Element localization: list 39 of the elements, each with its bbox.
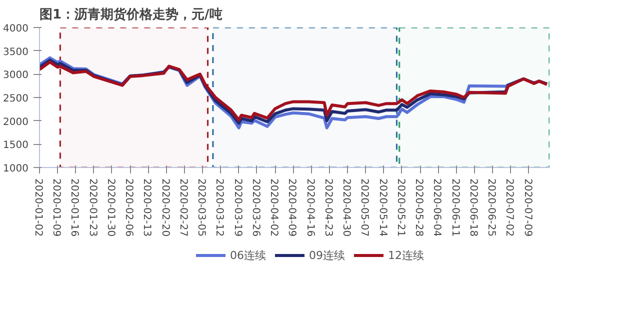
legend-label: 06连续: [230, 248, 266, 262]
x-tick-label: 2020-01-02: [32, 178, 44, 237]
y-tick-label: 2500: [3, 94, 29, 104]
x-tick-label: 2020-01-16: [68, 178, 80, 237]
x-tick-label: 2020-05-07: [358, 178, 370, 237]
x-tick-label: 2020-07-02: [504, 178, 515, 237]
y-tick-label: 1000: [3, 164, 29, 174]
y-tick-label: 2000: [3, 116, 29, 128]
x-tick-label: 2020-05-14: [376, 178, 388, 237]
x-tick-label: 2020-02-13: [141, 178, 152, 237]
x-tick-label: 2020-04-30: [340, 178, 352, 237]
x-tick-label: 2020-02-20: [159, 178, 170, 237]
x-tick-label: 2020-01-30: [104, 178, 116, 237]
x-tick-label: 2020-06-18: [467, 178, 478, 237]
legend-label: 12连续: [388, 248, 424, 262]
legend-label: 09连续: [309, 248, 345, 262]
x-tick-label: 2020-03-12: [214, 178, 225, 237]
x-tick-label: 2020-05-21: [394, 178, 406, 237]
x-tick-label: 2020-02-27: [177, 178, 188, 237]
x-tick-label: 2020-04-16: [304, 178, 316, 237]
x-tick-label: 2020-03-19: [232, 178, 243, 237]
y-tick-label: 1500: [3, 140, 29, 152]
x-tick-label: 2020-06-04: [431, 178, 442, 237]
x-tick-label: 2020-01-09: [50, 178, 62, 237]
x-tick-label: 2020-01-23: [86, 178, 98, 237]
x-tick-label: 2020-03-26: [250, 178, 261, 237]
y-tick-label: 4000: [3, 24, 29, 34]
x-tick-label: 2020-04-23: [322, 178, 334, 237]
x-tick-label: 2020-05-28: [413, 178, 424, 237]
y-tick-label: 3000: [3, 70, 29, 82]
x-tick-label: 2020-03-05: [196, 178, 207, 237]
x-tick-label: 2020-06-25: [486, 178, 497, 237]
x-tick-label: 2020-06-11: [449, 178, 460, 237]
x-tick-label: 2020-04-02: [268, 178, 280, 237]
chart-title: 图1：沥青期货价格走势，元/吨: [40, 6, 222, 22]
y-tick-label: 3500: [3, 46, 29, 58]
x-tick-label: 2020-07-09: [522, 178, 533, 237]
x-tick-label: 2020-04-09: [286, 178, 298, 237]
x-tick-label: 2020-02-06: [123, 178, 134, 237]
